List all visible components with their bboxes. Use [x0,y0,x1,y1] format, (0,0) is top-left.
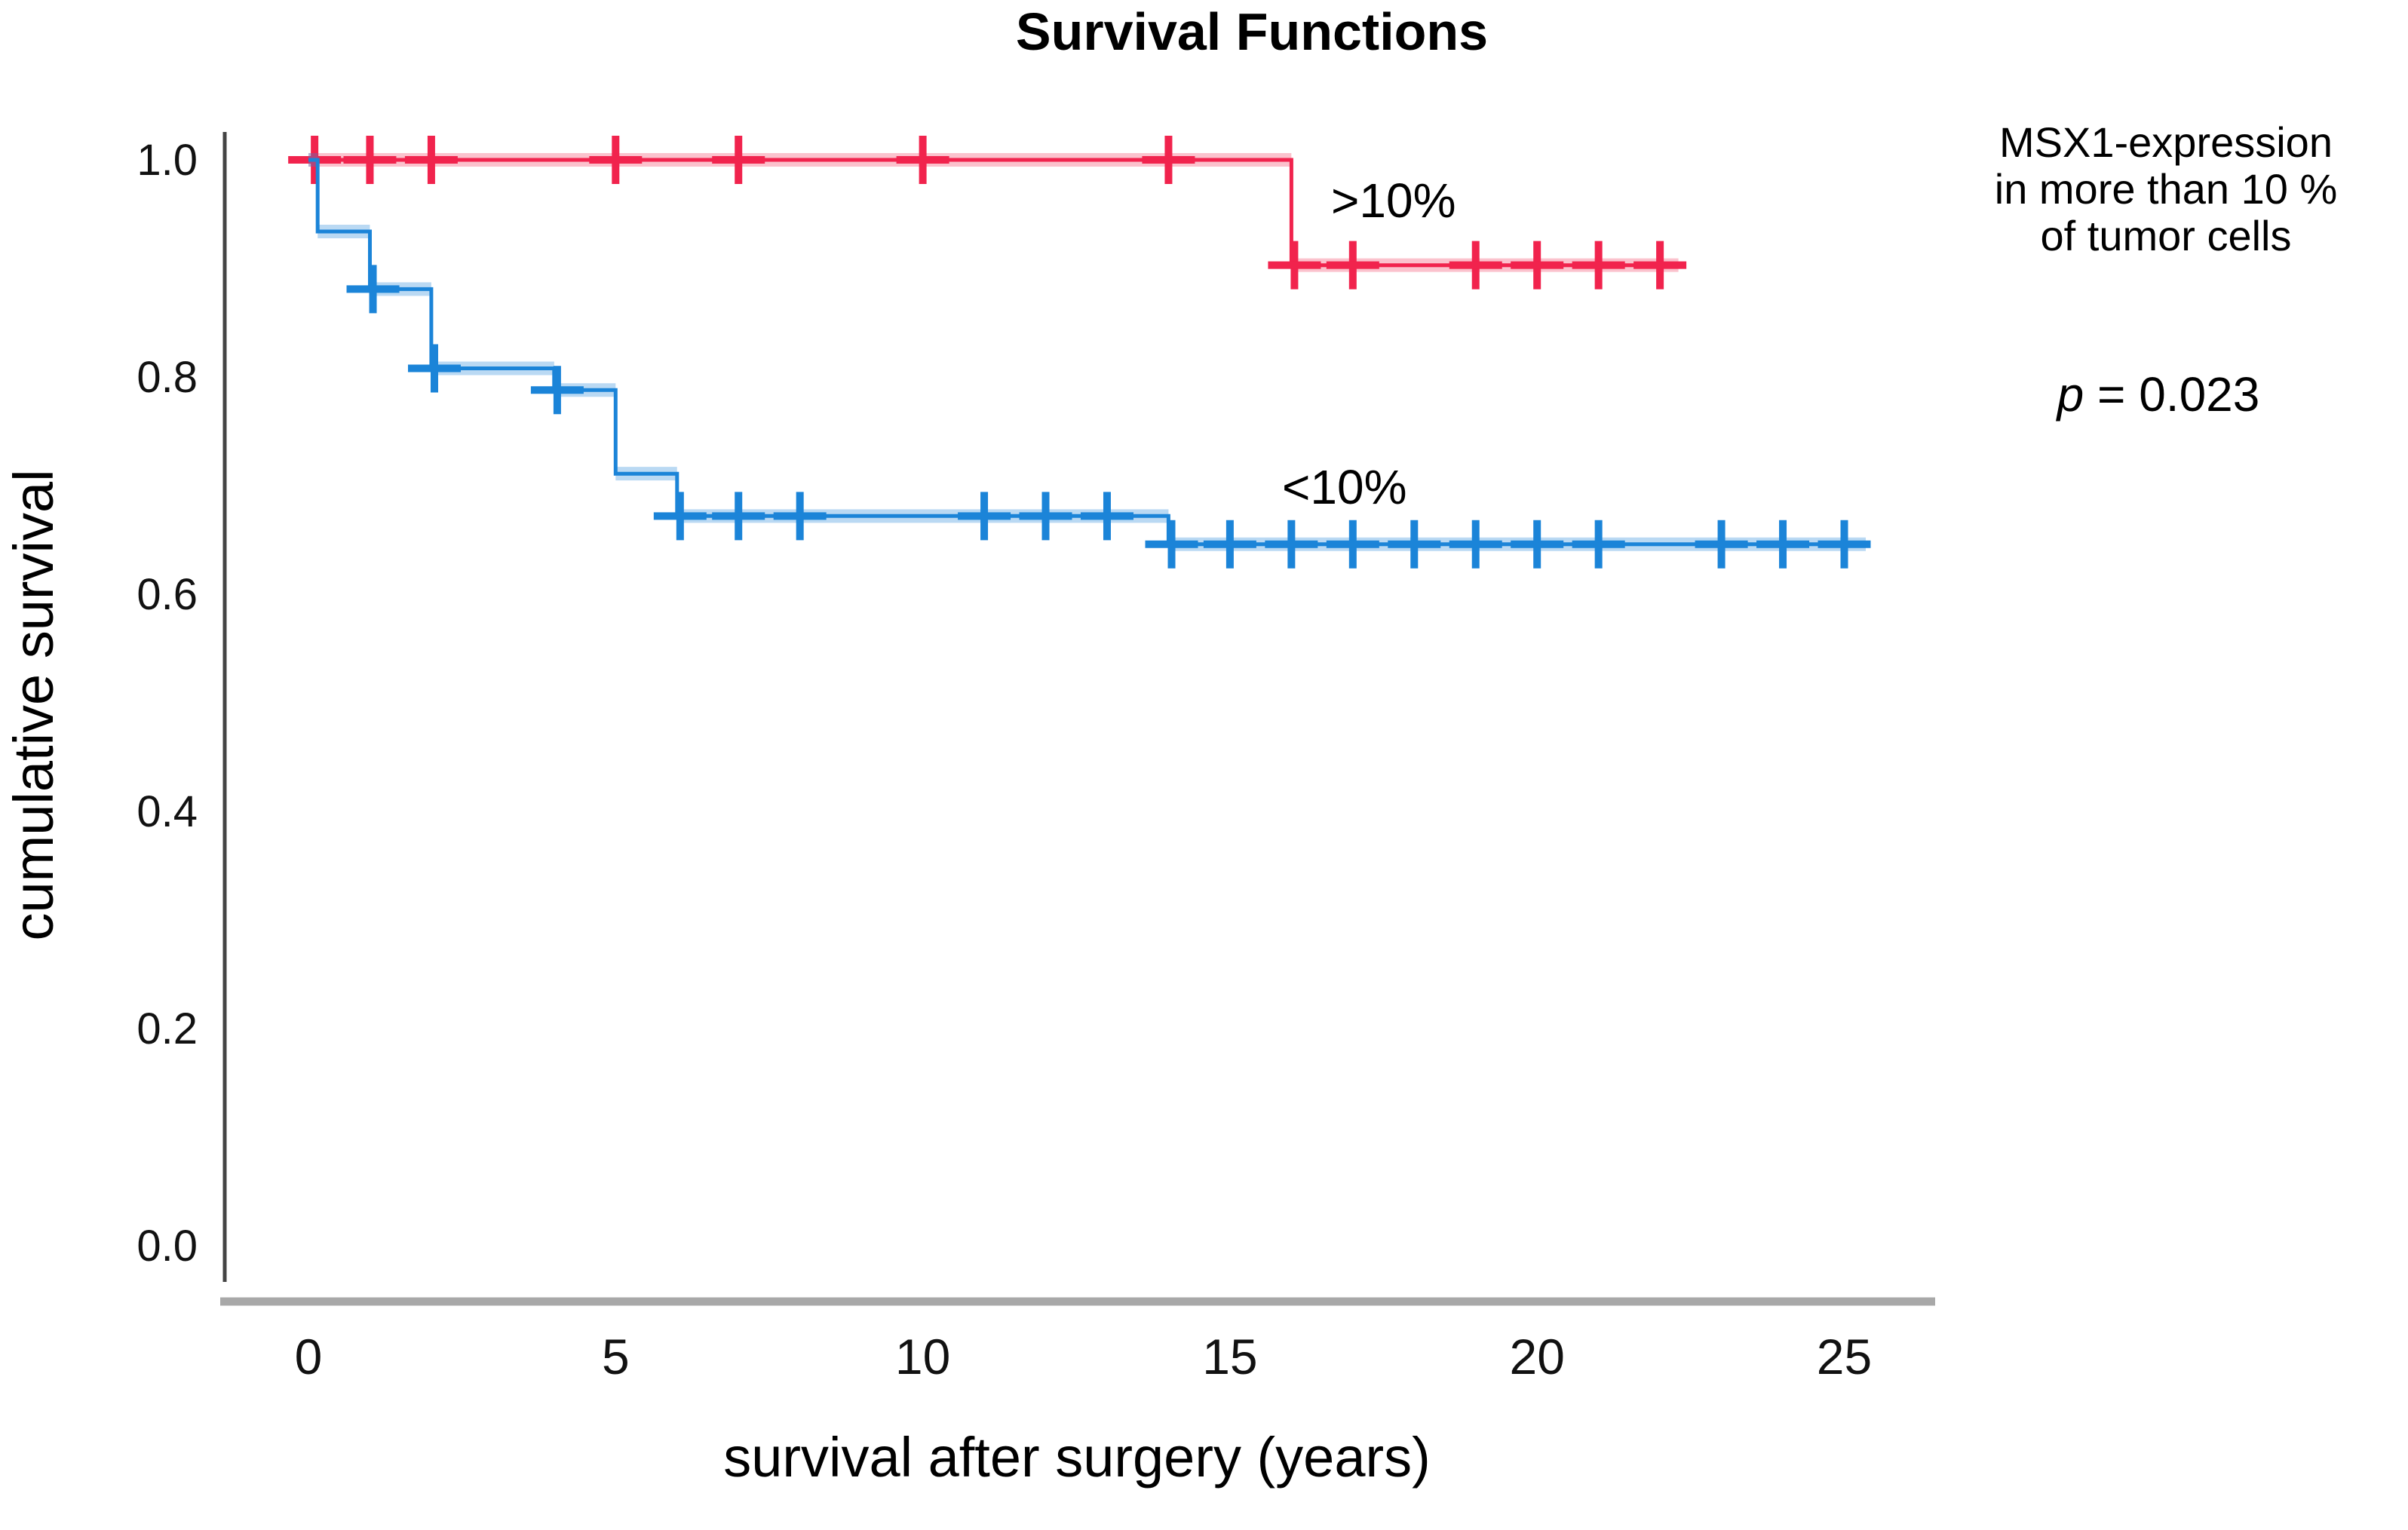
x-tick-label: 10 [895,1329,950,1384]
y-tick-label: 1.0 [137,136,198,185]
x-tick-label: 15 [1202,1329,1257,1384]
legend-line-1: MSX1-expression [1999,118,2333,166]
chart-title: Survival Functions [1016,2,1488,61]
y-tick-label: 0.0 [137,1222,198,1271]
y-tick-label: 0.4 [137,787,198,836]
y-tick-label: 0.2 [137,1004,198,1053]
survival-step-line [308,158,1866,547]
blue-curve-label: <10% [1282,460,1406,514]
red-curve-label: >10% [1331,173,1456,228]
p-value-symbol: p [2056,367,2084,422]
x-tick-label: 5 [602,1329,630,1384]
legend-annotation: MSX1-expression in more than 10 % of tum… [1995,118,2337,259]
x-tick-label: 25 [1817,1329,1872,1384]
censor-marks-blue [346,265,1871,569]
legend-line-2: in more than 10 % [1995,165,2337,213]
legend-line-3: of tumor cells [2041,212,2292,259]
y-axis-tick-labels: 0.0 0.2 0.4 0.6 0.8 1.0 [137,136,198,1271]
x-axis-tick-labels: 0 5 10 15 20 25 [295,1329,1873,1384]
series-red-curve [288,136,1687,290]
x-tick-label: 20 [1509,1329,1564,1384]
y-axis-label: cumulative survival [2,469,65,940]
p-value-rest: = 0.023 [2084,367,2259,422]
p-value: p = 0.023 [2056,367,2260,422]
y-tick-label: 0.6 [137,570,198,619]
y-tick-label: 0.8 [137,353,198,402]
censor-marks-red [288,136,1687,290]
x-axis-label: survival after surgery (years) [723,1426,1431,1489]
x-tick-label: 0 [295,1329,323,1384]
series-blue-curve [308,153,1871,569]
series-layer [288,136,1871,569]
